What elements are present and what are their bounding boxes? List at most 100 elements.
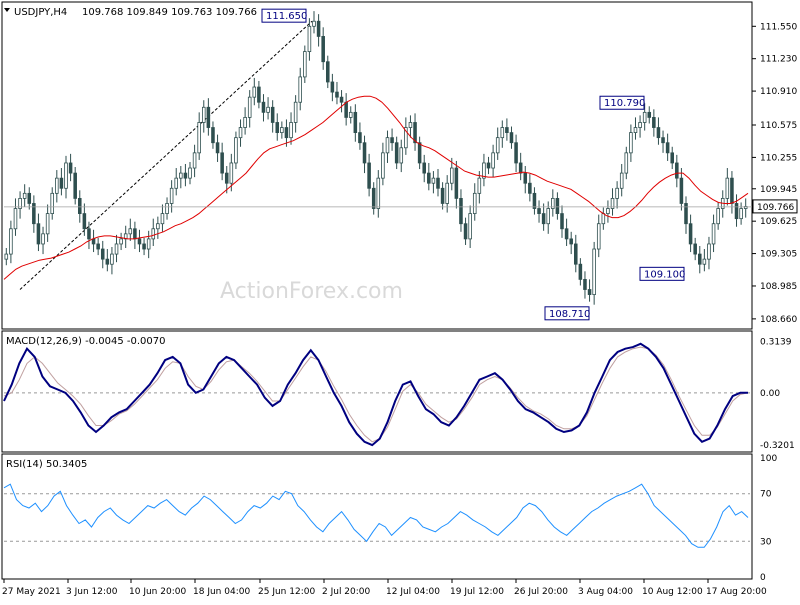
candle-body bbox=[353, 111, 358, 133]
panel-dropdown-icon[interactable] bbox=[4, 8, 10, 12]
candle-body bbox=[592, 248, 596, 295]
macd-tick-label: 0.3139 bbox=[760, 338, 792, 348]
candle-body bbox=[642, 111, 647, 123]
candle-body bbox=[275, 122, 280, 133]
candle-body bbox=[587, 289, 592, 295]
candle-body bbox=[532, 192, 537, 209]
rsi-panel-frame bbox=[1, 453, 753, 580]
x-tick-label: 12 Jul 04:00 bbox=[386, 587, 440, 597]
candle-body bbox=[50, 192, 54, 214]
candle-body bbox=[509, 132, 514, 144]
candle-body bbox=[661, 137, 665, 144]
x-tick-label: 19 Jul 12:00 bbox=[450, 587, 504, 597]
macd-panel-title: MACD(12,26,9) -0.0045 -0.0070 bbox=[6, 336, 166, 347]
candle-body bbox=[615, 187, 619, 199]
trendline bbox=[19, 20, 313, 290]
candle-body bbox=[179, 172, 183, 179]
candle-body bbox=[440, 187, 445, 204]
macd-tick-label: -0.3201 bbox=[760, 441, 795, 451]
candle-body bbox=[211, 127, 215, 144]
candle-body bbox=[105, 258, 110, 265]
candle-body bbox=[454, 167, 459, 199]
price-tick-label: 108.660 bbox=[760, 315, 797, 325]
candle-body bbox=[688, 223, 693, 245]
candle-body bbox=[743, 206, 748, 209]
x-tick-label: 18 Jun 04:00 bbox=[193, 587, 250, 597]
candle-body bbox=[252, 86, 257, 98]
candle-body bbox=[404, 127, 408, 149]
candle-body bbox=[183, 172, 188, 179]
candle-body bbox=[137, 238, 142, 245]
candle-body bbox=[114, 243, 119, 255]
candle-body bbox=[427, 172, 431, 184]
candle-body bbox=[413, 122, 417, 144]
candle-body bbox=[96, 243, 100, 250]
price-tick-label: 109.625 bbox=[760, 217, 797, 227]
candle-body bbox=[619, 172, 624, 189]
candle-body bbox=[495, 137, 500, 154]
candle-body bbox=[32, 203, 36, 225]
candle-body bbox=[610, 198, 615, 209]
candle-body bbox=[22, 192, 27, 199]
candle-body bbox=[289, 122, 293, 139]
candle-body bbox=[730, 177, 734, 204]
candle-body bbox=[307, 25, 312, 53]
candle-body bbox=[624, 152, 629, 174]
candle-body bbox=[192, 152, 197, 169]
candle-body bbox=[119, 238, 123, 245]
candle-body bbox=[321, 36, 325, 63]
candle-body bbox=[87, 228, 91, 240]
candle-body bbox=[100, 248, 105, 260]
price-panel-frame bbox=[1, 1, 753, 330]
macd-panel-frame bbox=[1, 330, 753, 453]
x-tick-label: 17 Aug 20:00 bbox=[706, 587, 767, 597]
candle-body bbox=[734, 203, 739, 220]
candle-body bbox=[367, 162, 371, 189]
candle-body bbox=[491, 152, 495, 169]
price-annotation-box bbox=[639, 266, 685, 281]
candle-body bbox=[408, 122, 413, 128]
candle-body bbox=[463, 223, 468, 240]
candle-body bbox=[449, 167, 454, 184]
candle-body bbox=[431, 177, 436, 184]
candle-body bbox=[381, 152, 385, 179]
candle-body bbox=[633, 127, 638, 133]
candle-body bbox=[422, 162, 427, 174]
macd-tick-label: 0.00 bbox=[760, 389, 780, 399]
moving-average-line bbox=[3, 95, 749, 280]
price-tick-label: 108.985 bbox=[760, 282, 797, 292]
candle-body bbox=[270, 106, 275, 123]
candle-body bbox=[693, 243, 697, 255]
candle-body bbox=[486, 162, 491, 169]
candle-body bbox=[128, 228, 133, 235]
candle-body bbox=[707, 243, 711, 260]
candle-body bbox=[670, 152, 674, 164]
candle-body bbox=[68, 162, 73, 174]
candle-body bbox=[652, 117, 656, 128]
x-tick-label: 25 Jun 12:00 bbox=[258, 587, 315, 597]
candle-body bbox=[261, 101, 266, 113]
candle-body bbox=[564, 228, 569, 240]
candle-body bbox=[472, 192, 477, 214]
candle-body bbox=[546, 208, 550, 225]
x-tick-label: 10 Aug 12:00 bbox=[642, 587, 703, 597]
candle-body bbox=[165, 203, 169, 214]
candle-body bbox=[385, 137, 390, 154]
candle-body bbox=[560, 213, 564, 230]
candle-body bbox=[417, 142, 422, 164]
rsi-tick-label: 30 bbox=[760, 537, 772, 547]
candle-body bbox=[445, 182, 449, 204]
candle-body bbox=[394, 142, 399, 164]
candle-body bbox=[303, 51, 307, 78]
price-annotation-box bbox=[261, 8, 307, 23]
candle-body bbox=[702, 258, 707, 265]
candle-body bbox=[523, 172, 528, 184]
candle-body bbox=[64, 162, 68, 189]
rsi-tick-label: 70 bbox=[760, 490, 772, 500]
candle-body bbox=[684, 203, 688, 225]
candle-body bbox=[146, 238, 151, 250]
candle-body bbox=[36, 223, 41, 245]
candle-body bbox=[110, 253, 114, 265]
candle-body bbox=[91, 238, 96, 245]
candle-body bbox=[9, 228, 13, 255]
